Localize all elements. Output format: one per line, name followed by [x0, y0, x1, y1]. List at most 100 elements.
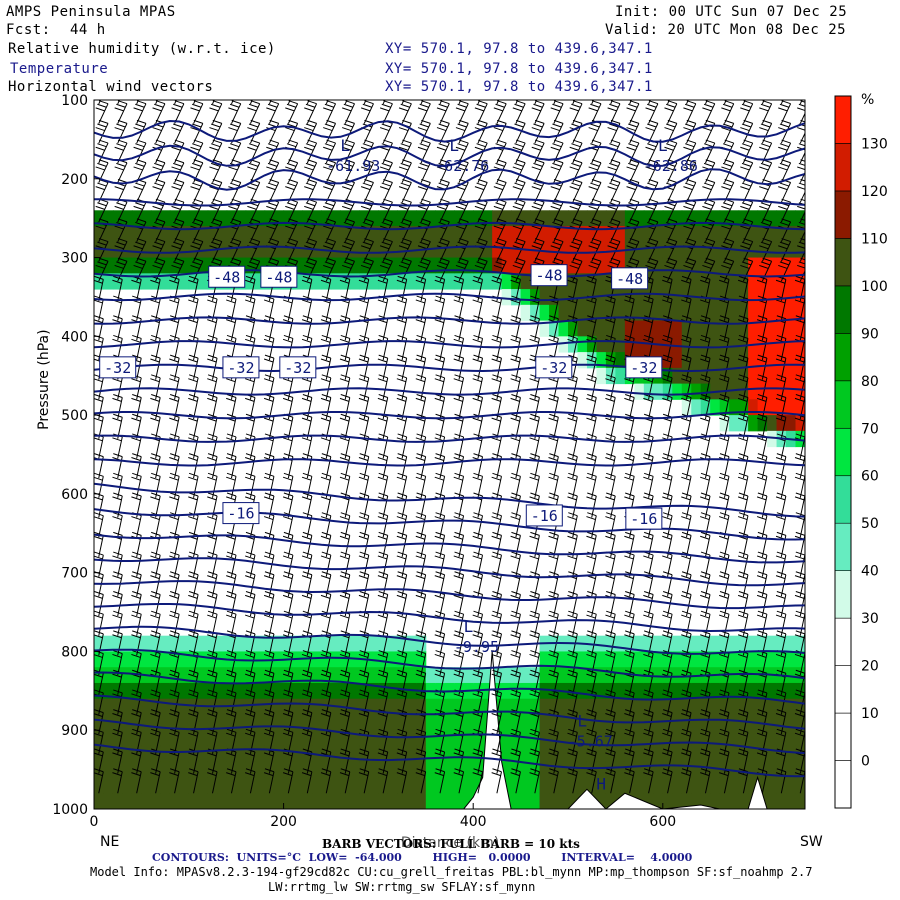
- wind-barb-feather: [131, 279, 141, 284]
- rh-cell: [700, 383, 711, 400]
- rh-cell: [141, 698, 152, 715]
- wind-barb-feather: [453, 555, 463, 560]
- wind-barb-feather: [207, 397, 217, 402]
- wind-barb-feather: [135, 241, 145, 246]
- wind-barb-feather: [304, 166, 314, 171]
- wind-barb-feather: [114, 225, 124, 230]
- rh-cell: [435, 226, 446, 243]
- wind-barb-feather: [415, 575, 425, 580]
- rh-cell: [558, 714, 569, 731]
- wind-barb-feather: [112, 752, 122, 757]
- rh-cell: [757, 352, 768, 369]
- wind-barb-feather: [269, 238, 279, 243]
- rh-cell: [700, 210, 711, 227]
- rh-cell: [549, 320, 560, 337]
- wind-barb-feather: [188, 457, 198, 461]
- rh-cell: [530, 714, 541, 731]
- wind-barb-feather: [472, 653, 482, 658]
- rh-cell: [312, 273, 323, 290]
- wind-barb-feather: [171, 166, 181, 171]
- wind-barb-feather: [304, 264, 314, 269]
- rh-cell: [520, 273, 531, 290]
- wind-barb-feather: [305, 202, 316, 207]
- wind-barb-feather: [264, 551, 275, 556]
- wind-barb-feather: [302, 689, 313, 694]
- wind-barb-feather: [440, 218, 450, 223]
- rh-cell: [397, 241, 408, 259]
- rh-cell: [795, 226, 805, 243]
- rh-cell: [558, 698, 569, 715]
- rh-cell: [615, 226, 626, 243]
- rh-cell: [776, 635, 787, 652]
- wind-barb-feather: [588, 186, 598, 191]
- wind-barb-feather: [169, 630, 180, 635]
- wind-barb-feather: [226, 472, 237, 477]
- wind-barb-feather: [511, 531, 521, 536]
- wind-barb-feather: [605, 535, 615, 540]
- wind-barb-feather: [454, 571, 464, 576]
- wind-barb-feather: [301, 299, 312, 304]
- rh-cell: [767, 289, 778, 306]
- wind-barb-feather: [553, 119, 564, 124]
- valid-time: Valid: 20 UTC Mon 08 Dec 25: [605, 22, 847, 38]
- wind-barb-feather: [662, 279, 672, 284]
- wind-barb-feather: [530, 315, 540, 320]
- rh-cell: [634, 745, 645, 763]
- wind-barb-feather: [94, 338, 103, 343]
- wind-barb-feather: [548, 772, 558, 777]
- rh-cell: [634, 257, 645, 274]
- rh-cell: [719, 352, 730, 369]
- wind-barb-feather: [98, 238, 109, 243]
- rh-cell: [188, 273, 199, 290]
- wind-barb-feather: [210, 182, 221, 187]
- wind-barb-feather: [207, 354, 218, 359]
- wind-barb-feather: [169, 472, 180, 477]
- wind-barb-feather: [400, 162, 410, 167]
- wind-barb-feather: [171, 107, 181, 112]
- wind-barb-feather: [226, 397, 236, 402]
- rh-cell: [757, 698, 768, 715]
- wind-barb-feather: [398, 205, 409, 210]
- wind-barb-feather: [571, 241, 581, 246]
- wind-barb-feather: [607, 205, 617, 210]
- wind-barb-feather: [378, 453, 388, 458]
- wind-barb-feather: [402, 257, 412, 262]
- wind-barb-feather: [378, 275, 388, 280]
- wind-barb-feather: [226, 457, 236, 461]
- wind-barb-feather: [643, 752, 653, 757]
- rh-cell: [748, 682, 759, 700]
- wind-barb-feather: [514, 103, 524, 108]
- rh-cell: [577, 210, 588, 227]
- wind-barb-feather: [434, 338, 444, 343]
- wind-barb-feather: [285, 225, 295, 230]
- rh-cell: [615, 761, 626, 778]
- wind-barb-feather: [358, 555, 369, 560]
- wind-barb-feather: [397, 689, 407, 694]
- wind-barb-feather: [415, 358, 425, 363]
- rh-cell: [122, 730, 133, 747]
- wind-barb-feather: [434, 378, 444, 383]
- rh-cell: [141, 635, 152, 652]
- wind-barb-feather: [112, 673, 122, 678]
- wind-barb-feather: [345, 257, 355, 262]
- wind-barb-feather: [339, 653, 350, 658]
- wind-barb-feather: [529, 476, 539, 481]
- wind-barb-feather: [379, 127, 390, 132]
- wind-barb-feather: [359, 768, 369, 773]
- wind-barb-feather: [572, 159, 583, 164]
- wind-barb-feather: [323, 166, 333, 171]
- rh-cell: [274, 745, 285, 763]
- rh-cell: [302, 226, 313, 243]
- rh-cell: [530, 226, 541, 243]
- wind-barb-feather: [97, 261, 107, 266]
- rh-cell: [662, 320, 673, 337]
- wind-barb-feather: [549, 650, 559, 655]
- rh-cell: [643, 304, 654, 322]
- wind-barb-feather: [416, 768, 426, 773]
- wind-barb-feather: [648, 178, 659, 183]
- wind-barb-feather: [473, 728, 483, 733]
- wind-barb-feather: [132, 354, 142, 359]
- wind-barb-feather: [245, 575, 255, 580]
- wind-barb-feather: [591, 238, 602, 243]
- wind-barb-feather: [132, 728, 142, 733]
